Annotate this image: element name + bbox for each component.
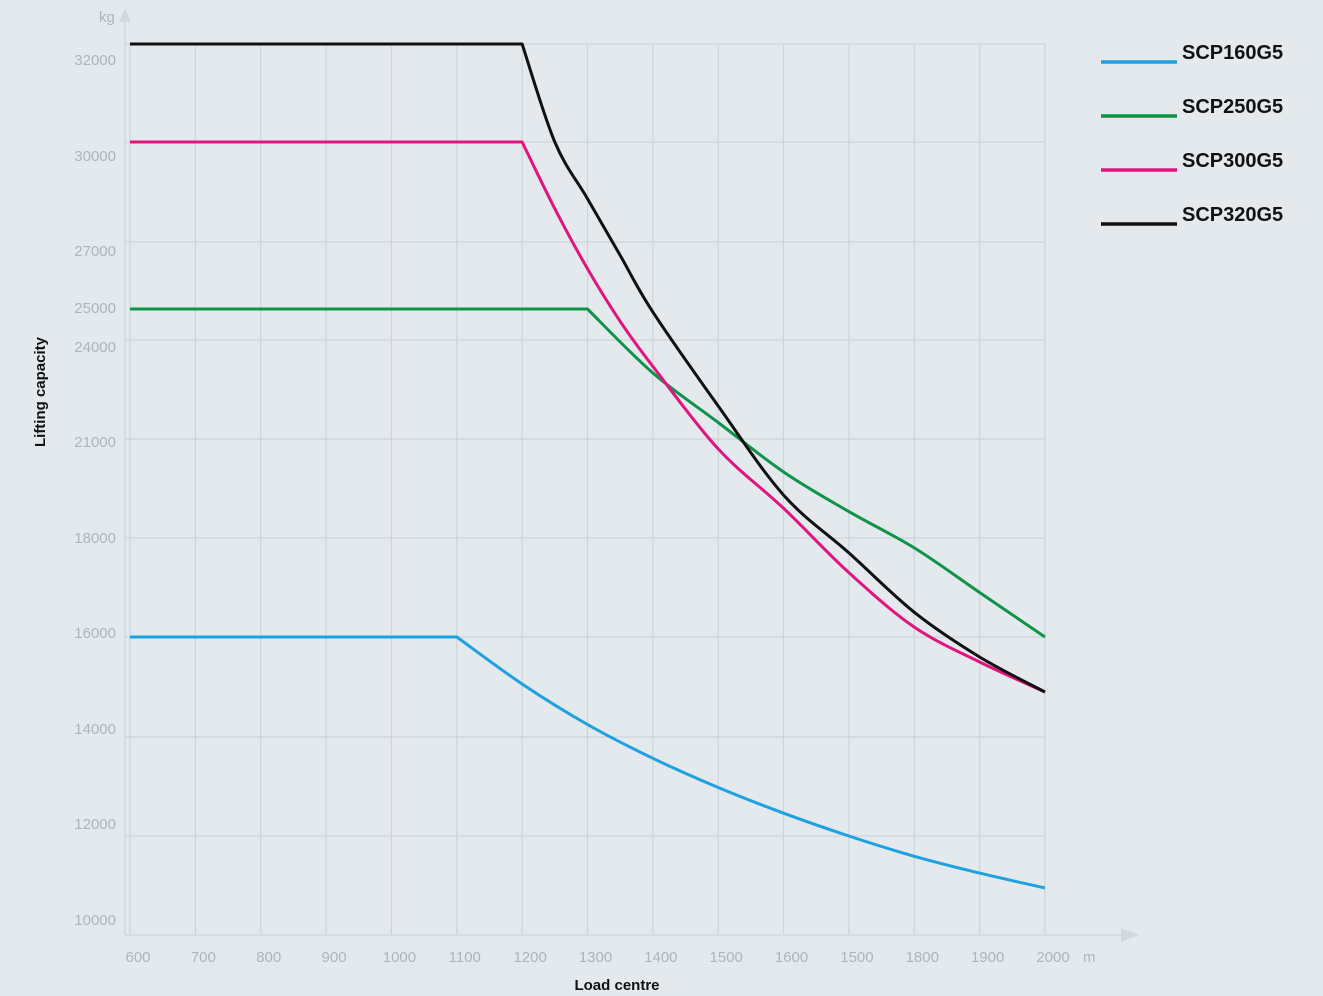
x-tick-label: 800 [256,949,281,966]
series-line-scp320g5 [130,42,1046,694]
legend-label: SCP160G5 [1182,42,1283,64]
x-tick-label: 1500 [710,949,743,966]
x-axis-title: Load centre [574,977,659,994]
series-line-scp300g5 [130,140,1046,694]
x-tick-label: 1000 [383,949,416,966]
y-axis-title: Lifting capacity [32,336,49,447]
x-tick-label: 1800 [906,949,939,966]
y-tick-label: 27000 [74,243,116,260]
x-tick-label: 1200 [513,949,546,966]
legend: SCP160G5 SCP250G5 SCP300G5 SCP320G5 [1101,42,1283,226]
y-tick-label: 21000 [74,434,116,451]
legend-label: SCP250G5 [1182,96,1283,118]
y-tick-label: 25000 [74,300,116,317]
y-tick-label: 32000 [74,52,116,69]
x-axis-arrow-icon [1121,928,1139,942]
grid [125,43,1046,935]
x-tick-label: 1400 [644,949,677,966]
y-tick-label: 18000 [74,530,116,547]
y-tick-label: 10000 [74,912,116,929]
legend-label: SCP300G5 [1182,150,1283,172]
y-unit-label: kg [99,9,115,26]
x-tick-label: 1600 [775,949,808,966]
x-tick-label: 900 [322,949,347,966]
x-tick-label: 1900 [971,949,1004,966]
y-tick-label: 30000 [74,148,116,165]
y-axis-arrow-icon [119,8,131,22]
x-tick-label: 700 [191,949,216,966]
x-tick-label: 2000 [1036,949,1069,966]
axes [119,8,1139,942]
series [130,42,1046,890]
legend-label: SCP320G5 [1182,204,1283,226]
y-tick-label: 16000 [74,625,116,642]
x-tick-label: 1500 [840,949,873,966]
x-unit-label: m [1083,949,1096,966]
series-line-scp160g5 [130,635,1046,890]
x-tick-labels: 600 700 800 900 1000 1100 1200 1300 1400 1500 1600… [125,949,1069,966]
y-tick-label: 24000 [74,339,116,356]
x-tick-label: 600 [125,949,150,966]
x-tick-label: 1300 [579,949,612,966]
y-tick-label: 14000 [74,721,116,738]
y-tick-labels: 32000 30000 27000 25000 24000 21000 18000 16000… [74,52,116,929]
y-tick-label: 12000 [74,816,116,833]
x-tick-label: 1100 [449,949,481,966]
series-line-scp250g5 [130,307,1046,639]
